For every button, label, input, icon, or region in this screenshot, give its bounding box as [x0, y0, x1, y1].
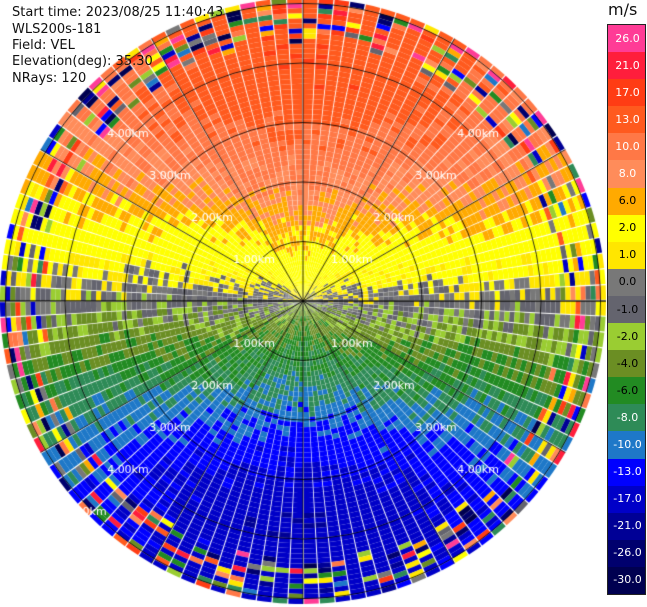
colorbar-tick-label: -21.0 [613, 519, 642, 533]
colorbar-tick-label: -4.0 [616, 356, 639, 370]
colorbar-segment [608, 377, 645, 406]
colorbar-tick-label: 10.0 [615, 139, 640, 153]
colorbar-segment [608, 539, 645, 568]
colorbar-tick-label: -30.0 [613, 573, 642, 587]
colorbar-segment [608, 187, 645, 216]
colorbar-tick-label: 8.0 [618, 167, 637, 181]
colorbar-segment [608, 512, 645, 541]
colorbar-tick-label: 26.0 [615, 31, 640, 45]
nrays-label: NRays: 120 [12, 71, 87, 86]
colorbar-tick-label: 13.0 [615, 112, 640, 126]
colorbar: 26.0 21.0 17.0 13.0 10.0 8.0 6.0 2.0 1.0 0.0 -1.0 -… [607, 24, 646, 595]
colorbar-segment [608, 214, 645, 243]
colorbar-unit: m/s [608, 0, 638, 19]
colorbar-segment [608, 241, 645, 270]
colorbar-tick-label: 0.0 [618, 275, 637, 289]
colorbar-segment [608, 268, 645, 297]
elevation-label: Elevation(deg): 35.30 [12, 54, 153, 69]
colorbar-tick-label: 21.0 [615, 58, 640, 72]
colorbar-segment [608, 431, 645, 460]
colorbar-segment [608, 404, 645, 433]
colorbar-segment [608, 106, 645, 135]
start-time-label: Start time: 2023/08/25 11:40:43 [12, 5, 224, 20]
colorbar-tick-label: -13.0 [613, 465, 642, 479]
colorbar-tick-label: -1.0 [616, 302, 639, 316]
colorbar-segment [608, 133, 645, 162]
colorbar-tick-label: -17.0 [613, 492, 642, 506]
device-label: WLS200s-181 [12, 22, 102, 37]
colorbar-tick-label: -10.0 [613, 437, 642, 451]
colorbar-segment [608, 485, 645, 514]
colorbar-tick-label: -8.0 [616, 410, 639, 424]
colorbar-segment [608, 295, 645, 325]
colorbar-segment [608, 350, 645, 379]
colorbar-segment [608, 566, 645, 594]
colorbar-segment [608, 160, 645, 189]
colorbar-segment [608, 52, 645, 81]
colorbar-tick-label: 6.0 [618, 194, 637, 208]
colorbar-tick-label: 1.0 [618, 248, 637, 262]
colorbar-segment [608, 25, 645, 54]
colorbar-segment [608, 458, 645, 487]
colorbar-segment [608, 323, 645, 352]
colorbar-tick-label: -26.0 [613, 546, 642, 560]
colorbar-tick-label: 17.0 [615, 85, 640, 99]
colorbar-tick-label: -6.0 [616, 383, 639, 397]
colorbar-tick-label: -2.0 [616, 329, 639, 343]
colorbar-segment [608, 79, 645, 108]
colorbar-tick-label: 2.0 [618, 221, 637, 235]
field-label: Field: VEL [12, 38, 75, 53]
